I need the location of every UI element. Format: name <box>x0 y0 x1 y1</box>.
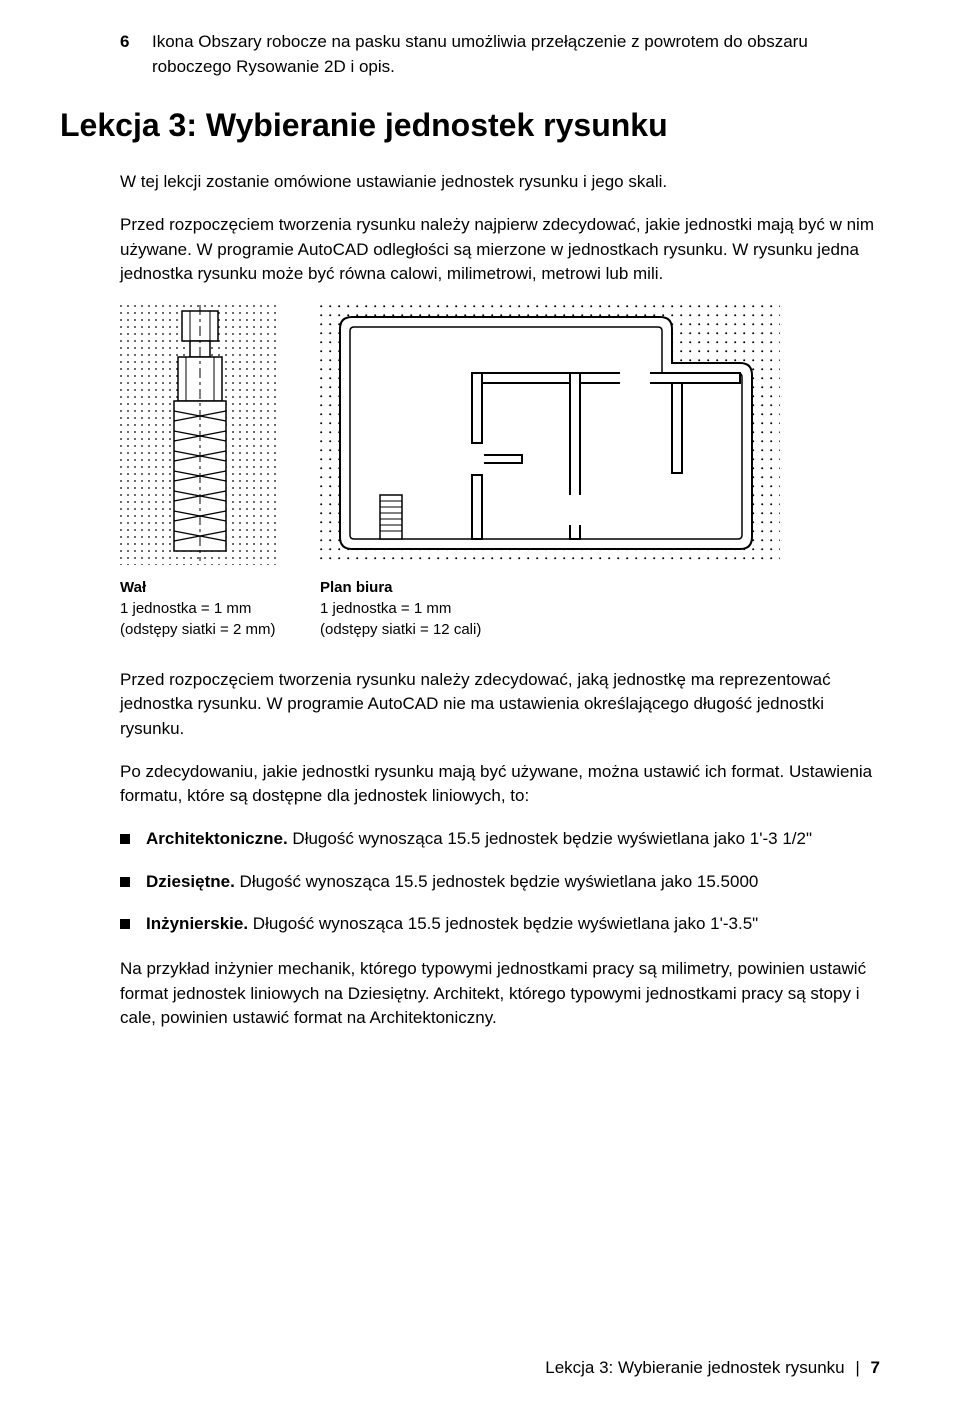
page-footer: Lekcja 3: Wybieranie jednostek rysunku |… <box>545 1358 880 1378</box>
paragraph: Przed rozpoczęciem tworzenia rysunku nal… <box>120 213 880 287</box>
office-plan-drawing-icon <box>320 305 780 565</box>
caption-right: Plan biura 1 jednostka = 1 mm (odstępy s… <box>320 577 740 640</box>
item-text: Ikona Obszary robocze na pasku stanu umo… <box>152 30 880 79</box>
caption-title: Plan biura <box>320 579 393 596</box>
square-bullet-icon <box>120 919 130 929</box>
list-item: Inżynierskie. Długość wynosząca 15.5 jed… <box>120 912 880 937</box>
figure-shaft <box>120 305 280 565</box>
paragraph: Przed rozpoczęciem tworzenia rysunku nal… <box>120 668 880 742</box>
square-bullet-icon <box>120 877 130 887</box>
caption-title: Wał <box>120 579 146 596</box>
footer-separator: | <box>855 1358 859 1377</box>
bullet-text: Inżynierskie. Długość wynosząca 15.5 jed… <box>146 912 880 937</box>
bullet-rest: Długość wynosząca 15.5 jednostek będzie … <box>248 914 758 933</box>
bullet-bold: Architektoniczne. <box>146 829 288 848</box>
caption-line: 1 jednostka = 1 mm <box>120 600 251 617</box>
paragraph: W tej lekcji zostanie omówione ustawiani… <box>120 170 880 195</box>
page-number: 7 <box>871 1358 880 1377</box>
numbered-item: 6 Ikona Obszary robocze na pasku stanu u… <box>120 30 880 79</box>
bullet-rest: Długość wynosząca 15.5 jednostek będzie … <box>288 829 812 848</box>
bullet-list: Architektoniczne. Długość wynosząca 15.5… <box>120 827 880 937</box>
caption-line: 1 jednostka = 1 mm <box>320 600 451 617</box>
bullet-rest: Długość wynosząca 15.5 jednostek będzie … <box>235 872 759 891</box>
caption-line: (odstępy siatki = 12 cali) <box>320 621 481 638</box>
figure-office-plan <box>320 305 780 565</box>
square-bullet-icon <box>120 834 130 844</box>
list-item: Architektoniczne. Długość wynosząca 15.5… <box>120 827 880 852</box>
item-number: 6 <box>120 30 138 79</box>
list-item: Dziesiętne. Długość wynosząca 15.5 jedno… <box>120 870 880 895</box>
shaft-drawing-icon <box>120 305 280 565</box>
lesson-heading: Lekcja 3: Wybieranie jednostek rysunku <box>60 107 880 144</box>
figure-row <box>120 305 880 565</box>
document-page: 6 Ikona Obszary robocze na pasku stanu u… <box>0 0 960 1408</box>
bullet-text: Architektoniczne. Długość wynosząca 15.5… <box>146 827 880 852</box>
paragraph: Po zdecydowaniu, jakie jednostki rysunku… <box>120 760 880 809</box>
footer-text: Lekcja 3: Wybieranie jednostek rysunku <box>545 1358 844 1377</box>
paragraph: Na przykład inżynier mechanik, którego t… <box>120 957 880 1031</box>
caption-left: Wał 1 jednostka = 1 mm (odstępy siatki =… <box>120 577 280 640</box>
bullet-bold: Dziesiętne. <box>146 872 235 891</box>
figure-captions: Wał 1 jednostka = 1 mm (odstępy siatki =… <box>120 573 880 640</box>
bullet-text: Dziesiętne. Długość wynosząca 15.5 jedno… <box>146 870 880 895</box>
caption-line: (odstępy siatki = 2 mm) <box>120 621 275 638</box>
bullet-bold: Inżynierskie. <box>146 914 248 933</box>
